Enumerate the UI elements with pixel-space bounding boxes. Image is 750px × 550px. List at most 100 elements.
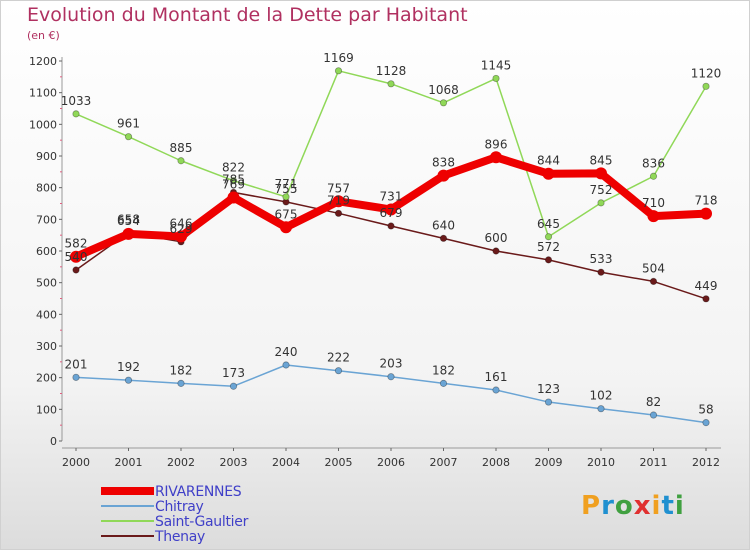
data-point-saint-gaultier (334, 67, 343, 75)
data-point-rivarennes (595, 167, 607, 180)
data-label-chitray: 123 (537, 382, 560, 396)
data-point-thenay (334, 209, 343, 217)
data-label-thenay: 679 (380, 206, 403, 220)
y-tick-label: 1200 (29, 55, 57, 68)
data-label-thenay: 504 (642, 261, 665, 275)
data-label-saint-gaultier: 1068 (428, 83, 459, 97)
data-point-chitray (177, 379, 185, 387)
x-tick-label: 2009 (535, 456, 563, 469)
data-point-rivarennes (70, 250, 82, 263)
data-point-saint-gaultier (649, 172, 658, 180)
logo-letter: r (601, 491, 615, 521)
data-point-thenay (387, 222, 395, 230)
data-point-rivarennes (332, 195, 345, 208)
y-tick-label: 1000 (29, 118, 57, 131)
data-label-chitray: 201 (65, 357, 88, 371)
data-label-thenay: 785 (222, 172, 245, 186)
data-point-thenay (702, 295, 710, 303)
data-point-rivarennes (227, 191, 240, 204)
x-tick-label: 2008 (482, 456, 510, 469)
data-label-rivarennes: 757 (327, 181, 350, 195)
logo-letter: P (581, 491, 602, 521)
data-point-saint-gaultier (597, 199, 605, 207)
data-point-rivarennes (280, 221, 292, 234)
data-point-chitray (492, 386, 500, 394)
data-point-saint-gaultier (229, 177, 238, 185)
data-label-thenay: 658 (117, 213, 140, 227)
data-point-chitray (702, 419, 710, 427)
y-tick-label: 800 (36, 182, 57, 195)
data-label-saint-gaultier: 752 (590, 183, 613, 197)
x-tick-label: 2012 (692, 456, 720, 469)
logo-letter: i (651, 491, 662, 521)
y-tick-label: 500 (36, 277, 57, 290)
data-point-chitray (387, 373, 395, 381)
x-tick-label: 2011 (640, 456, 668, 469)
data-label-thenay: 540 (65, 250, 88, 264)
data-label-rivarennes: 675 (275, 207, 298, 221)
data-label-thenay: 719 (327, 193, 350, 207)
x-tick-label: 2010 (587, 456, 615, 469)
data-point-chitray (229, 382, 238, 390)
data-point-rivarennes (490, 151, 502, 164)
data-labels-layer: 540 658 629 785 755 719 679 640 600 572 533 504 449 1… (61, 51, 722, 417)
series-chitray (72, 361, 710, 427)
data-point-rivarennes (437, 169, 450, 182)
data-point-rivarennes (385, 203, 397, 216)
y-tick-label: 1100 (29, 87, 57, 100)
data-point-saint-gaultier (544, 233, 553, 241)
data-label-saint-gaultier: 771 (275, 177, 298, 191)
data-label-saint-gaultier: 822 (222, 161, 245, 175)
y-tick-label: 600 (36, 245, 57, 258)
data-label-chitray: 192 (117, 360, 140, 374)
data-point-rivarennes (700, 207, 712, 220)
data-point-saint-gaultier (492, 74, 500, 83)
data-label-rivarennes: 646 (170, 216, 193, 230)
x-tick-label: 2000 (62, 456, 90, 469)
y-tick-label: 100 (36, 403, 57, 416)
data-point-chitray (439, 379, 448, 387)
data-label-rivarennes: 710 (642, 196, 665, 210)
data-label-chitray: 102 (590, 389, 613, 403)
data-label-saint-gaultier: 645 (537, 217, 560, 231)
proxiti-logo: Proxiti (581, 491, 685, 521)
data-point-rivarennes (647, 210, 660, 223)
logo-letter: t (661, 491, 675, 521)
legend-swatch-saint-gaultier (101, 520, 154, 522)
data-label-chitray: 82 (646, 395, 661, 409)
logo-letter: x (633, 491, 652, 521)
data-label-chitray: 222 (327, 351, 350, 365)
x-tick-label: 2006 (377, 456, 405, 469)
data-label-rivarennes: 896 (485, 137, 508, 151)
data-point-rivarennes (542, 167, 555, 180)
data-label-rivarennes: 654 (117, 214, 140, 228)
chart-unit: (en €) (27, 29, 60, 42)
data-point-saint-gaultier (124, 133, 133, 141)
data-point-thenay (439, 234, 448, 242)
y-tick-label: 700 (36, 213, 57, 226)
series-rivarennes (70, 151, 712, 263)
data-label-thenay: 600 (485, 231, 508, 245)
legend-label-rivarennes: RIVARENNES (155, 484, 242, 500)
data-label-chitray: 182 (170, 363, 193, 377)
series-saint-gaultier (72, 67, 710, 241)
y-tick-label: 400 (36, 308, 57, 321)
legend-label-thenay: Thenay (155, 529, 205, 545)
data-point-chitray (334, 367, 343, 375)
data-label-saint-gaultier: 1145 (481, 58, 512, 72)
data-label-rivarennes: 838 (432, 156, 455, 170)
logo-letter: o (614, 491, 634, 521)
x-tick-label: 2003 (220, 456, 248, 469)
data-label-chitray: 240 (275, 345, 298, 359)
data-label-rivarennes: 844 (537, 154, 560, 168)
axes: 0 100 200 300 400 500 600 700 800 900 1000 1100 1200… (29, 55, 721, 469)
data-label-chitray: 182 (432, 363, 455, 377)
data-label-saint-gaultier: 961 (117, 117, 140, 131)
data-label-rivarennes: 769 (222, 177, 245, 191)
y-tick-label: 300 (36, 340, 57, 353)
data-point-saint-gaultier (439, 99, 448, 107)
data-label-saint-gaultier: 1169 (323, 51, 354, 65)
data-label-rivarennes: 582 (65, 237, 88, 251)
data-label-saint-gaultier: 1033 (61, 94, 92, 108)
